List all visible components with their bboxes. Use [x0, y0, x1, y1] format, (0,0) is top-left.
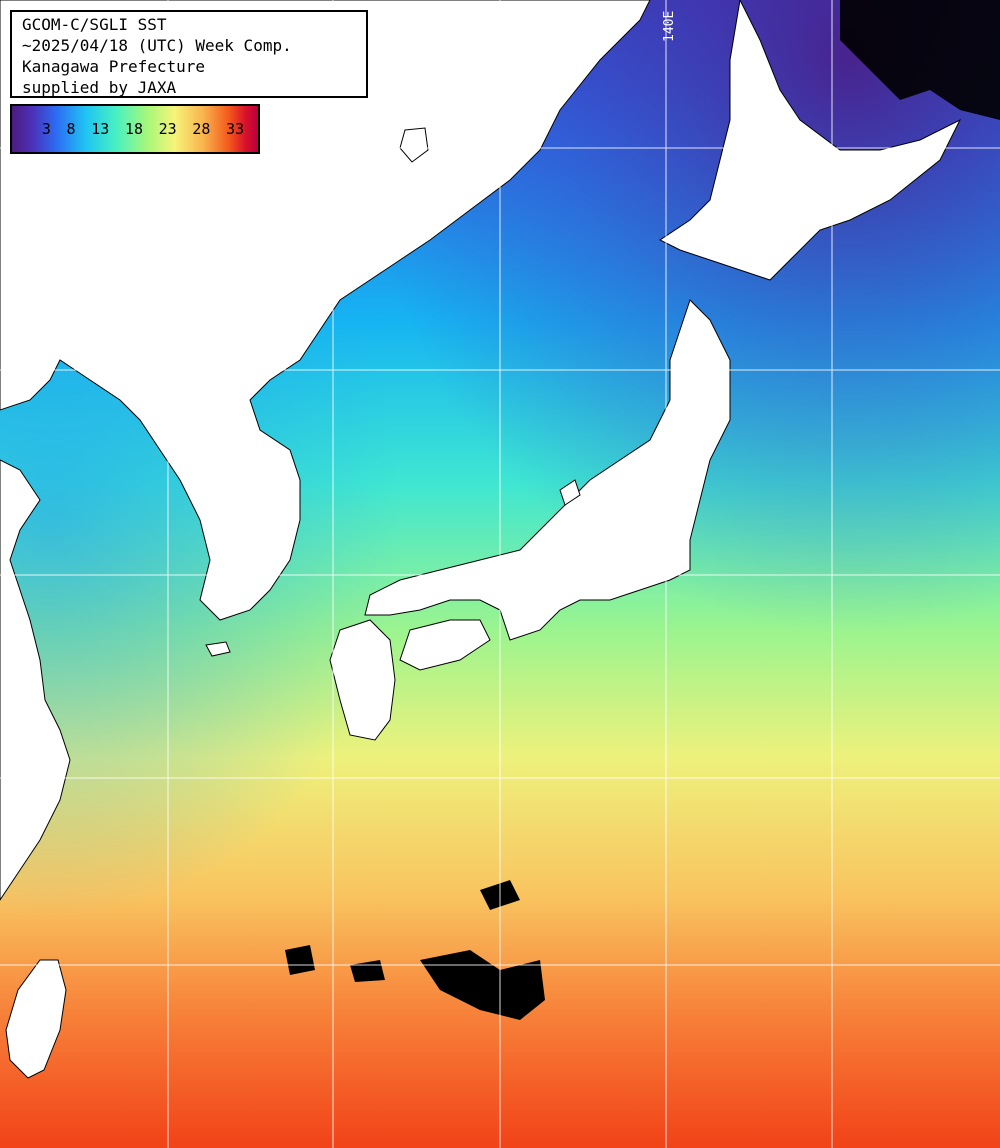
color-scale-bar: 3 8 13 18 23 28 33: [10, 104, 260, 154]
cloud-south-1: [420, 950, 545, 1020]
cloud-northeast: [840, 0, 1000, 120]
longitude-label: 140E: [662, 10, 677, 42]
title-line-1: GCOM-C/SGLI SST: [22, 15, 167, 34]
honshu: [364, 299, 731, 641]
taiwan: [5, 959, 67, 1079]
title-line-3: Kanagawa Prefecture: [22, 57, 206, 76]
land-masses: [0, 0, 962, 1079]
hokkaido: [659, 0, 962, 281]
shikoku: [399, 619, 491, 671]
title-line-2: ~2025/04/18 (UTC) Week Comp.: [22, 36, 292, 55]
title-line-4: supplied by JAXA: [22, 78, 177, 97]
island-north: [399, 127, 429, 163]
scale-label-28: 28: [192, 120, 211, 138]
sado-island: [559, 479, 581, 506]
china-coast: [0, 459, 71, 901]
scale-label-13: 13: [91, 120, 110, 138]
kyushu: [329, 619, 396, 741]
jeju: [205, 641, 231, 657]
scale-label-3: 3: [41, 120, 51, 138]
cloud-south-3: [285, 945, 315, 975]
scale-label-8: 8: [66, 120, 76, 138]
latitude-label: 40N: [16, 354, 40, 369]
scale-label-18: 18: [124, 120, 143, 138]
color-scale-labels: 3 8 13 18 23 28 33: [12, 106, 258, 152]
scale-label-33: 33: [226, 120, 245, 138]
title-box: GCOM-C/SGLI SST ~2025/04/18 (UTC) Week C…: [10, 10, 368, 98]
scale-label-23: 23: [158, 120, 177, 138]
asian-mainland: [0, 0, 651, 621]
